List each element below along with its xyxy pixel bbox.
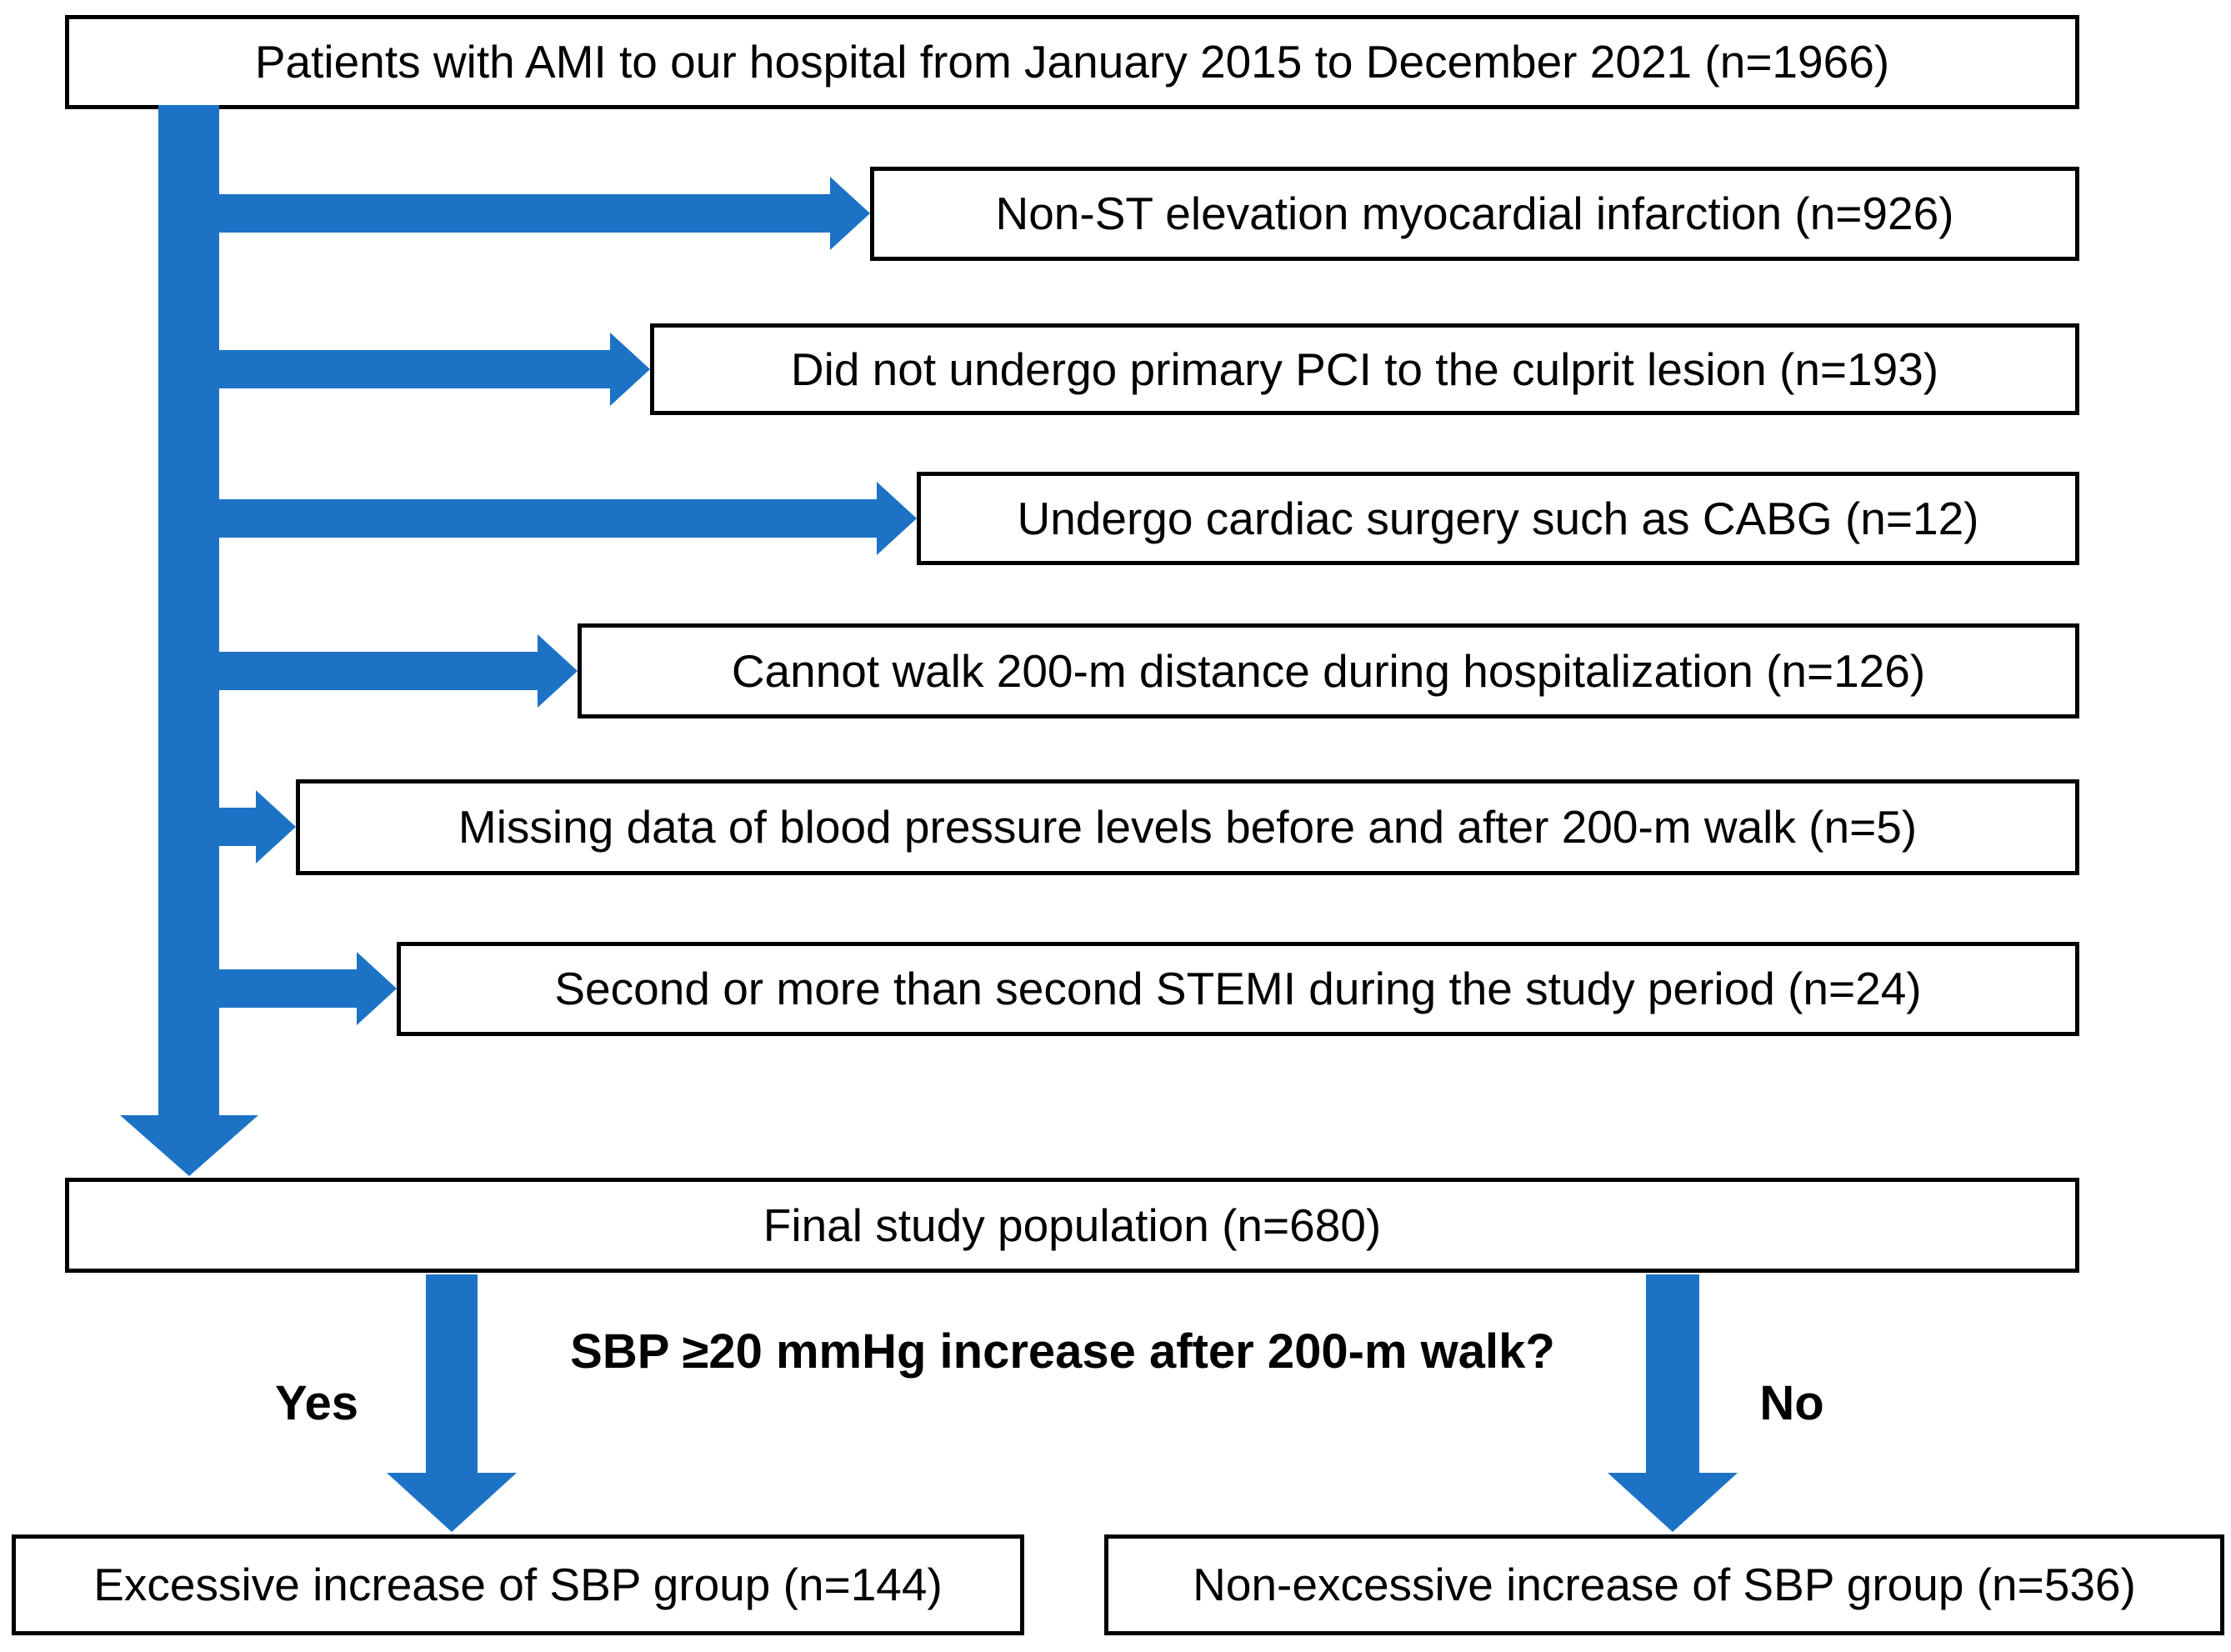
exclusion-label-second-stemi: Second or more than second STEMI during … <box>554 963 1922 1015</box>
exclusion-arrow-5-head-icon <box>256 790 296 864</box>
exclusion-label-nstemi: Non-ST elevation myocardial infarction (… <box>995 188 1954 240</box>
exclusion-box-cannot-walk: Cannot walk 200-m distance during hospit… <box>578 623 2079 718</box>
exclusion-box-nstemi: Non-ST elevation myocardial infarction (… <box>870 167 2079 261</box>
outcome-box-non-excessive-sbp: Non-excessive increase of SBP group (n=5… <box>1104 1534 2224 1635</box>
outcome-label-excessive-sbp: Excessive increase of SBP group (n=144) <box>93 1559 943 1611</box>
branch-yes-label: Yes <box>275 1376 358 1430</box>
exclusion-label-cannot-walk: Cannot walk 200-m distance during hospit… <box>731 644 1926 697</box>
exclusion-arrow-5-stem <box>219 808 256 846</box>
outcome-label-non-excessive-sbp: Non-excessive increase of SBP group (n=5… <box>1193 1559 2136 1611</box>
exclusion-arrow-6-stem <box>219 969 357 1008</box>
exclusion-box-missing-data: Missing data of blood pressure levels be… <box>296 779 2079 875</box>
exclusion-arrow-1-head-icon <box>830 177 870 250</box>
exclusion-box-cardiac-surgery: Undergo cardiac surgery such as CABG (n=… <box>917 472 2079 565</box>
yes-branch-arrow-head-icon <box>387 1473 517 1532</box>
source-population-label: Patients with AMI to our hospital from J… <box>254 36 1890 88</box>
exclusion-box-second-stemi: Second or more than second STEMI during … <box>397 942 2079 1036</box>
no-branch-arrow-head-icon <box>1608 1473 1738 1532</box>
exclusion-arrow-4-stem <box>219 652 538 690</box>
final-population-box: Final study population (n=680) <box>65 1178 2079 1273</box>
no-branch-arrow-stem <box>1646 1274 1699 1473</box>
outcome-box-excessive-sbp: Excessive increase of SBP group (n=144) <box>12 1534 1024 1635</box>
exclusion-arrow-2-stem <box>219 350 610 388</box>
branch-question-label: SBP ≥20 mmHg increase after 200-m walk? <box>570 1324 1555 1379</box>
exclusion-label-cardiac-surgery: Undergo cardiac surgery such as CABG (n=… <box>1017 492 1979 544</box>
source-population-box: Patients with AMI to our hospital from J… <box>65 15 2079 109</box>
main-flow-arrow-stem <box>158 105 219 1115</box>
exclusion-label-missing-data: Missing data of blood pressure levels be… <box>458 801 1918 854</box>
exclusion-arrow-3-stem <box>219 499 877 538</box>
exclusion-arrow-2-head-icon <box>610 333 650 406</box>
exclusion-arrow-1-stem <box>219 194 830 233</box>
exclusion-arrow-4-head-icon <box>538 634 578 708</box>
yes-branch-arrow-stem <box>426 1274 478 1473</box>
branch-no-label: No <box>1759 1376 1824 1430</box>
exclusion-label-no-primary-pci: Did not undergo primary PCI to the culpr… <box>790 343 1939 395</box>
exclusion-box-no-primary-pci: Did not undergo primary PCI to the culpr… <box>650 323 2079 415</box>
final-population-label: Final study population (n=680) <box>763 1199 1382 1251</box>
main-flow-arrow-head-icon <box>120 1115 258 1176</box>
exclusion-arrow-6-head-icon <box>357 952 397 1025</box>
exclusion-arrow-3-head-icon <box>877 482 917 555</box>
